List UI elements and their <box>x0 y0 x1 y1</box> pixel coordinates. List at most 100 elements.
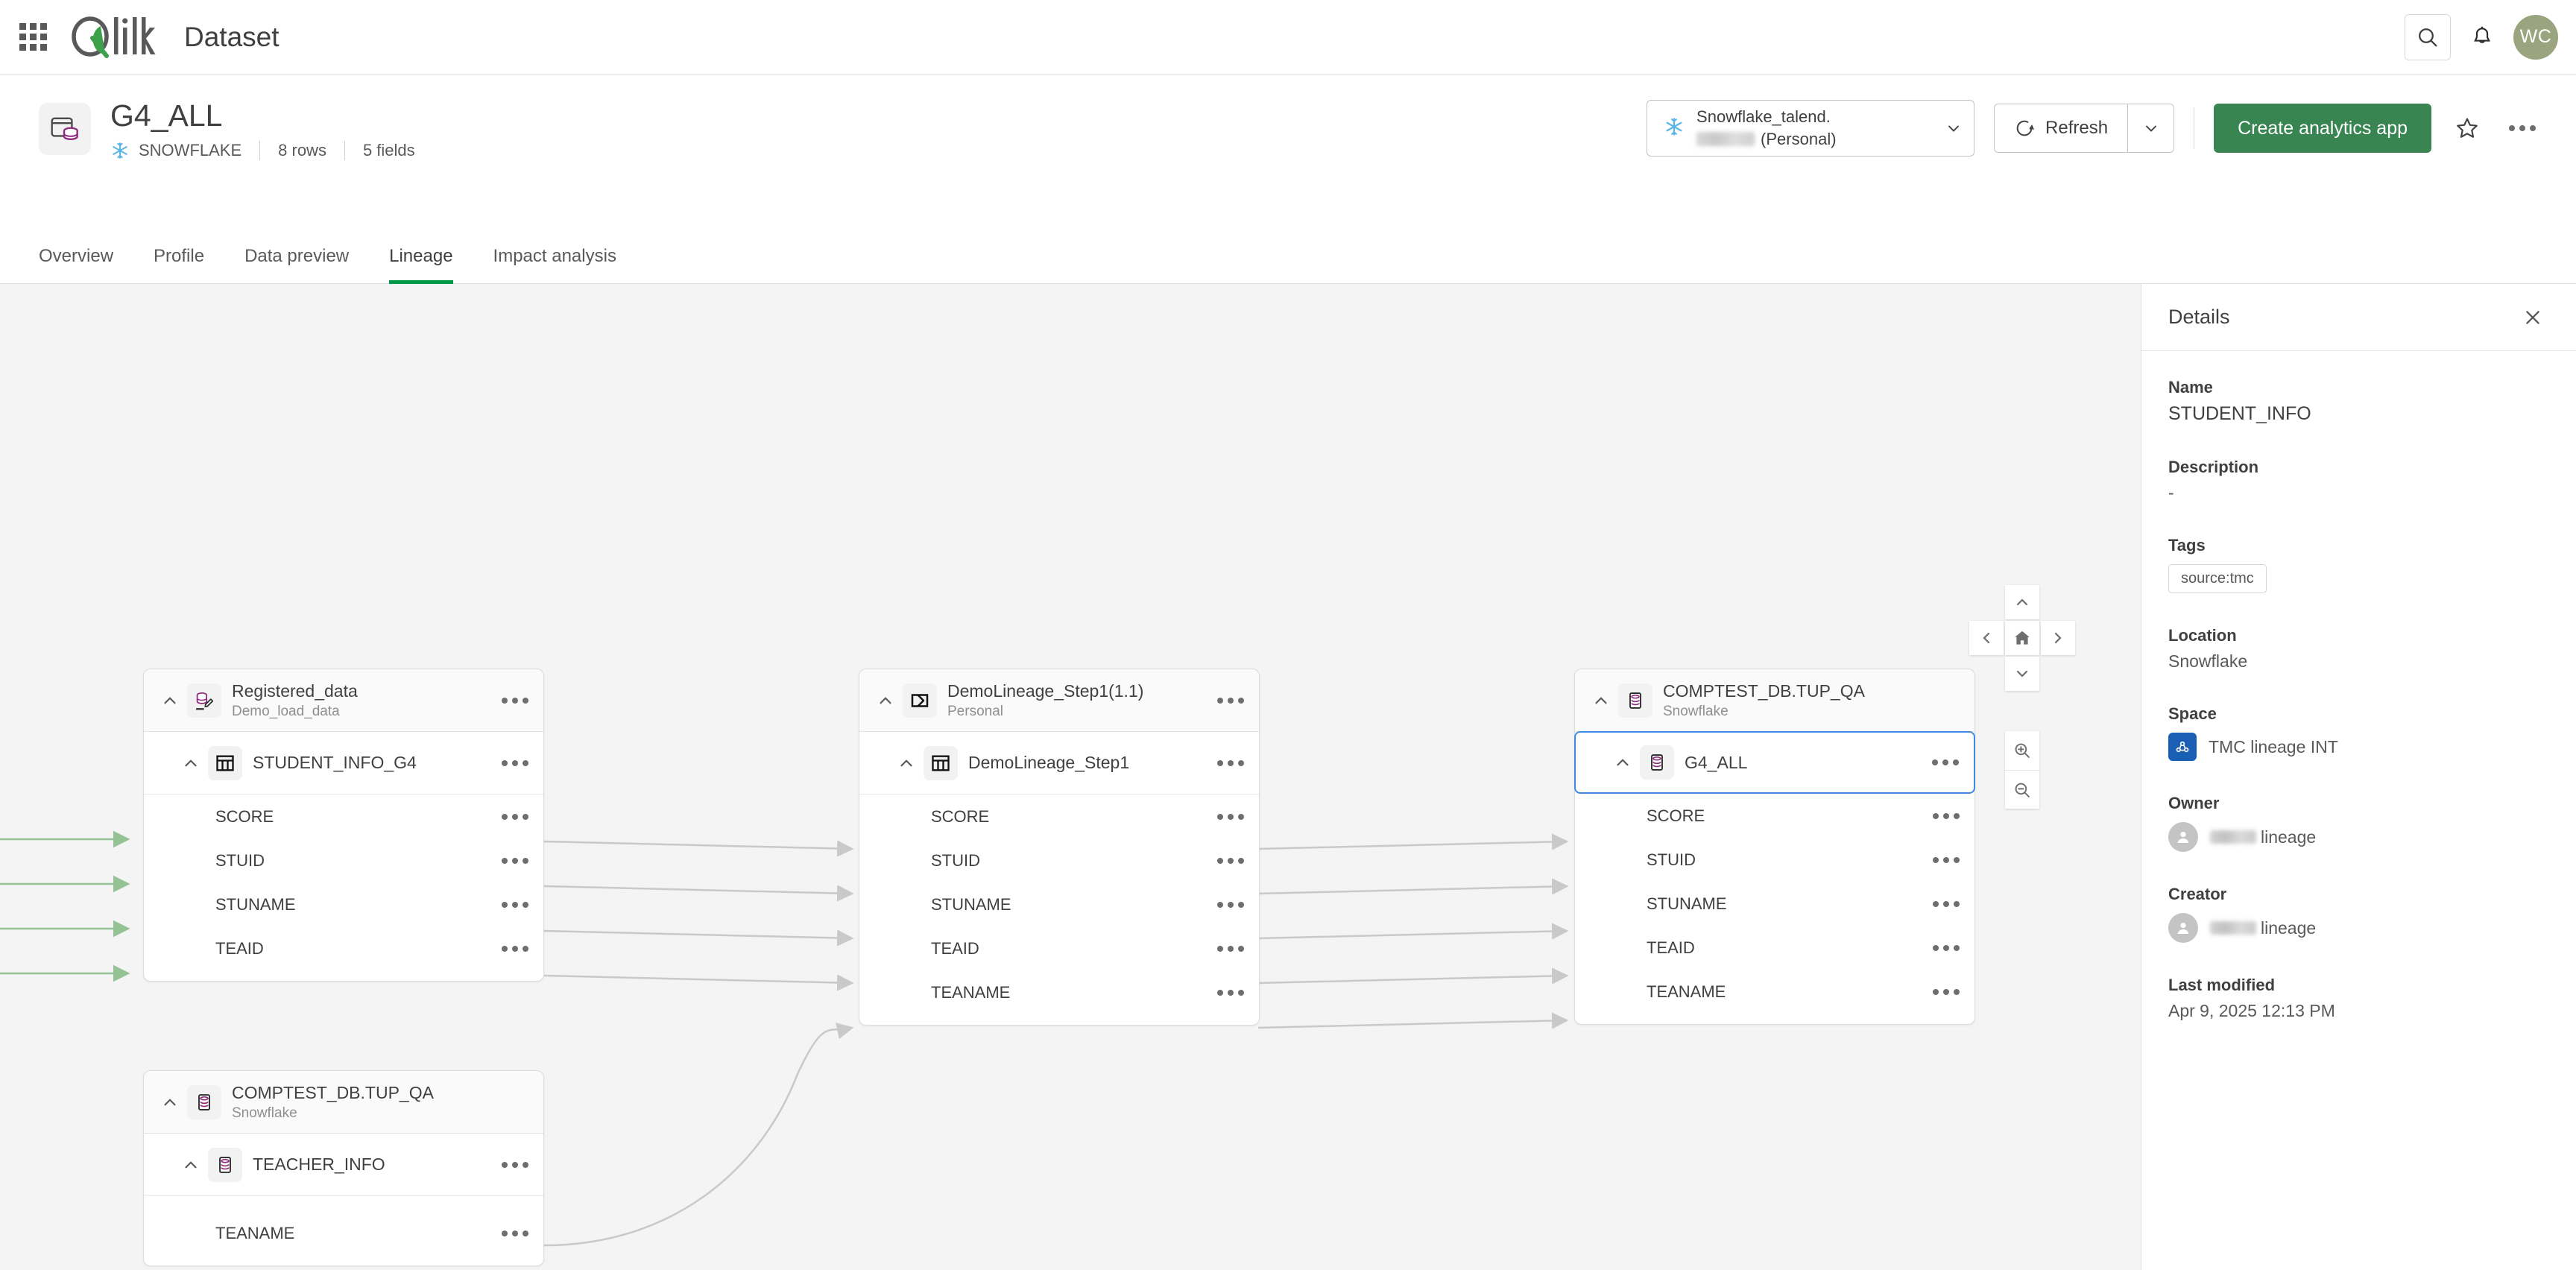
node-subtitle: Personal <box>947 704 1003 720</box>
chevron-up-icon[interactable] <box>157 691 183 710</box>
tab-impact-analysis[interactable]: Impact analysis <box>493 246 616 266</box>
refresh-dropdown-icon[interactable] <box>2127 104 2174 152</box>
field-more-icon[interactable] <box>1925 988 1967 995</box>
tab-overview[interactable]: Overview <box>39 246 114 266</box>
tag-chip[interactable]: source:tmc <box>2168 564 2267 593</box>
connection-line2: (Personal) <box>1696 128 1941 151</box>
field-more-icon[interactable] <box>1210 945 1251 952</box>
table-more-icon[interactable] <box>1925 759 1966 765</box>
connection-select[interactable]: Snowflake_talend. (Personal) <box>1647 100 1975 157</box>
field-more-icon[interactable] <box>494 813 536 820</box>
user-avatar-icon <box>2168 913 2198 943</box>
more-options-icon[interactable] <box>2503 109 2542 148</box>
field-more-icon[interactable] <box>494 1230 536 1236</box>
field-row[interactable]: STUNAME <box>144 882 543 926</box>
chevron-up-icon[interactable] <box>1588 691 1614 710</box>
connection-line1: Snowflake_talend. <box>1696 107 1831 127</box>
app-launcher-icon[interactable] <box>19 23 47 51</box>
lineage-node-demolineage-step1[interactable]: DemoLineage_Step1(1.1) Personal <box>859 669 1260 1026</box>
field-row[interactable]: SCORE <box>859 794 1259 838</box>
field-row[interactable]: STUNAME <box>859 882 1259 926</box>
node-header[interactable]: Registered_data Demo_load_data <box>144 669 543 732</box>
space-icon <box>2168 733 2197 761</box>
chevron-up-icon[interactable] <box>178 754 203 773</box>
node-table-name: TEACHER_INFO <box>253 1154 385 1174</box>
chevron-up-icon[interactable] <box>178 1155 203 1175</box>
field-count: 5 fields <box>362 141 415 160</box>
pan-left-button[interactable] <box>1969 621 2004 655</box>
field-row[interactable]: TEANAME <box>144 1211 543 1255</box>
home-button[interactable] <box>2005 621 2039 655</box>
pan-down-button[interactable] <box>2005 657 2039 691</box>
field-more-icon[interactable] <box>494 901 536 908</box>
lineage-graph[interactable]: Registered_data Demo_load_data <box>0 284 2141 1270</box>
node-header[interactable]: DemoLineage_Step1(1.1) Personal <box>859 669 1259 732</box>
pan-up-button[interactable] <box>2005 585 2039 619</box>
node-header[interactable]: COMPTEST_DB.TUP_QA Snowflake <box>1575 669 1974 732</box>
chevron-up-icon[interactable] <box>157 1093 183 1112</box>
space-label: Space <box>2168 704 2217 723</box>
pan-right-button[interactable] <box>2041 621 2075 655</box>
table-more-icon[interactable] <box>494 759 536 766</box>
node-more-icon[interactable] <box>1210 697 1251 704</box>
node-table-header[interactable]: STUDENT_INFO_G4 <box>144 732 543 794</box>
field-row[interactable]: STUID <box>144 838 543 882</box>
notifications-icon[interactable] <box>2461 16 2503 58</box>
node-subtitle: Snowflake <box>232 1105 297 1122</box>
field-row[interactable]: STUID <box>859 838 1259 882</box>
field-more-icon[interactable] <box>1925 900 1967 907</box>
field-more-icon[interactable] <box>1210 857 1251 864</box>
lineage-node-comptest-teacher[interactable]: COMPTEST_DB.TUP_QA Snowflake TEACHER_I <box>143 1070 544 1266</box>
field-row[interactable]: TEAID <box>1575 926 1974 970</box>
field-more-icon[interactable] <box>1925 812 1967 819</box>
field-row[interactable]: STUID <box>1575 838 1974 882</box>
qlik-logo[interactable] <box>71 16 159 59</box>
node-header[interactable]: COMPTEST_DB.TUP_QA Snowflake <box>144 1071 543 1134</box>
field-more-icon[interactable] <box>1210 813 1251 820</box>
field-row[interactable]: TEANAME <box>1575 970 1974 1014</box>
details-title: Details <box>2168 306 2230 328</box>
create-analytics-app-button[interactable]: Create analytics app <box>2214 104 2431 153</box>
zoom-in-button[interactable] <box>2005 731 2039 770</box>
field-row[interactable]: SCORE <box>144 794 543 838</box>
node-more-icon[interactable] <box>494 697 536 704</box>
zoom-out-button[interactable] <box>2005 770 2039 809</box>
table-more-icon[interactable] <box>1210 759 1251 766</box>
field-row[interactable]: STUNAME <box>1575 882 1974 926</box>
field-row[interactable]: TEANAME <box>859 970 1259 1014</box>
field-more-icon[interactable] <box>494 857 536 864</box>
lineage-node-comptest-g4all[interactable]: COMPTEST_DB.TUP_QA Snowflake G4_ALL <box>1574 669 1975 1025</box>
field-more-icon[interactable] <box>494 945 536 952</box>
chevron-up-icon[interactable] <box>873 691 898 710</box>
space-row[interactable]: TMC lineage INT <box>2168 733 2549 761</box>
field-name: TEAID <box>931 938 979 958</box>
table-more-icon[interactable] <box>494 1161 536 1168</box>
node-table-header[interactable]: DemoLineage_Step1 <box>859 732 1259 794</box>
field-more-icon[interactable] <box>1925 856 1967 863</box>
search-icon[interactable] <box>2405 13 2451 60</box>
graph-zoom-controls <box>2005 731 2039 809</box>
tab-profile[interactable]: Profile <box>154 246 205 266</box>
avatar[interactable]: WC <box>2513 14 2558 60</box>
chevron-up-icon[interactable] <box>1610 753 1635 772</box>
tab-lineage[interactable]: Lineage <box>389 238 453 284</box>
redacted-text <box>1696 132 1755 147</box>
field-row[interactable]: TEAID <box>859 926 1259 970</box>
field-row[interactable]: SCORE <box>1575 794 1974 838</box>
chevron-down-icon[interactable] <box>1941 119 1966 137</box>
details-name-group: Name STUDENT_INFO <box>2168 378 2549 425</box>
field-more-icon[interactable] <box>1210 989 1251 996</box>
tab-data-preview[interactable]: Data preview <box>244 246 350 266</box>
topbar-actions: WC <box>2405 13 2558 60</box>
close-icon[interactable] <box>2516 301 2549 334</box>
node-table-header[interactable]: TEACHER_INFO <box>144 1134 543 1196</box>
star-icon[interactable] <box>2448 109 2487 148</box>
lineage-node-registered-data[interactable]: Registered_data Demo_load_data <box>143 669 544 982</box>
refresh-button[interactable]: Refresh <box>1995 104 2128 152</box>
field-more-icon[interactable] <box>1925 944 1967 951</box>
tags-label: Tags <box>2168 536 2206 555</box>
field-row[interactable]: TEAID <box>144 926 543 970</box>
chevron-up-icon[interactable] <box>894 754 919 773</box>
field-more-icon[interactable] <box>1210 901 1251 908</box>
node-table-header-selected[interactable]: G4_ALL <box>1574 731 1975 794</box>
